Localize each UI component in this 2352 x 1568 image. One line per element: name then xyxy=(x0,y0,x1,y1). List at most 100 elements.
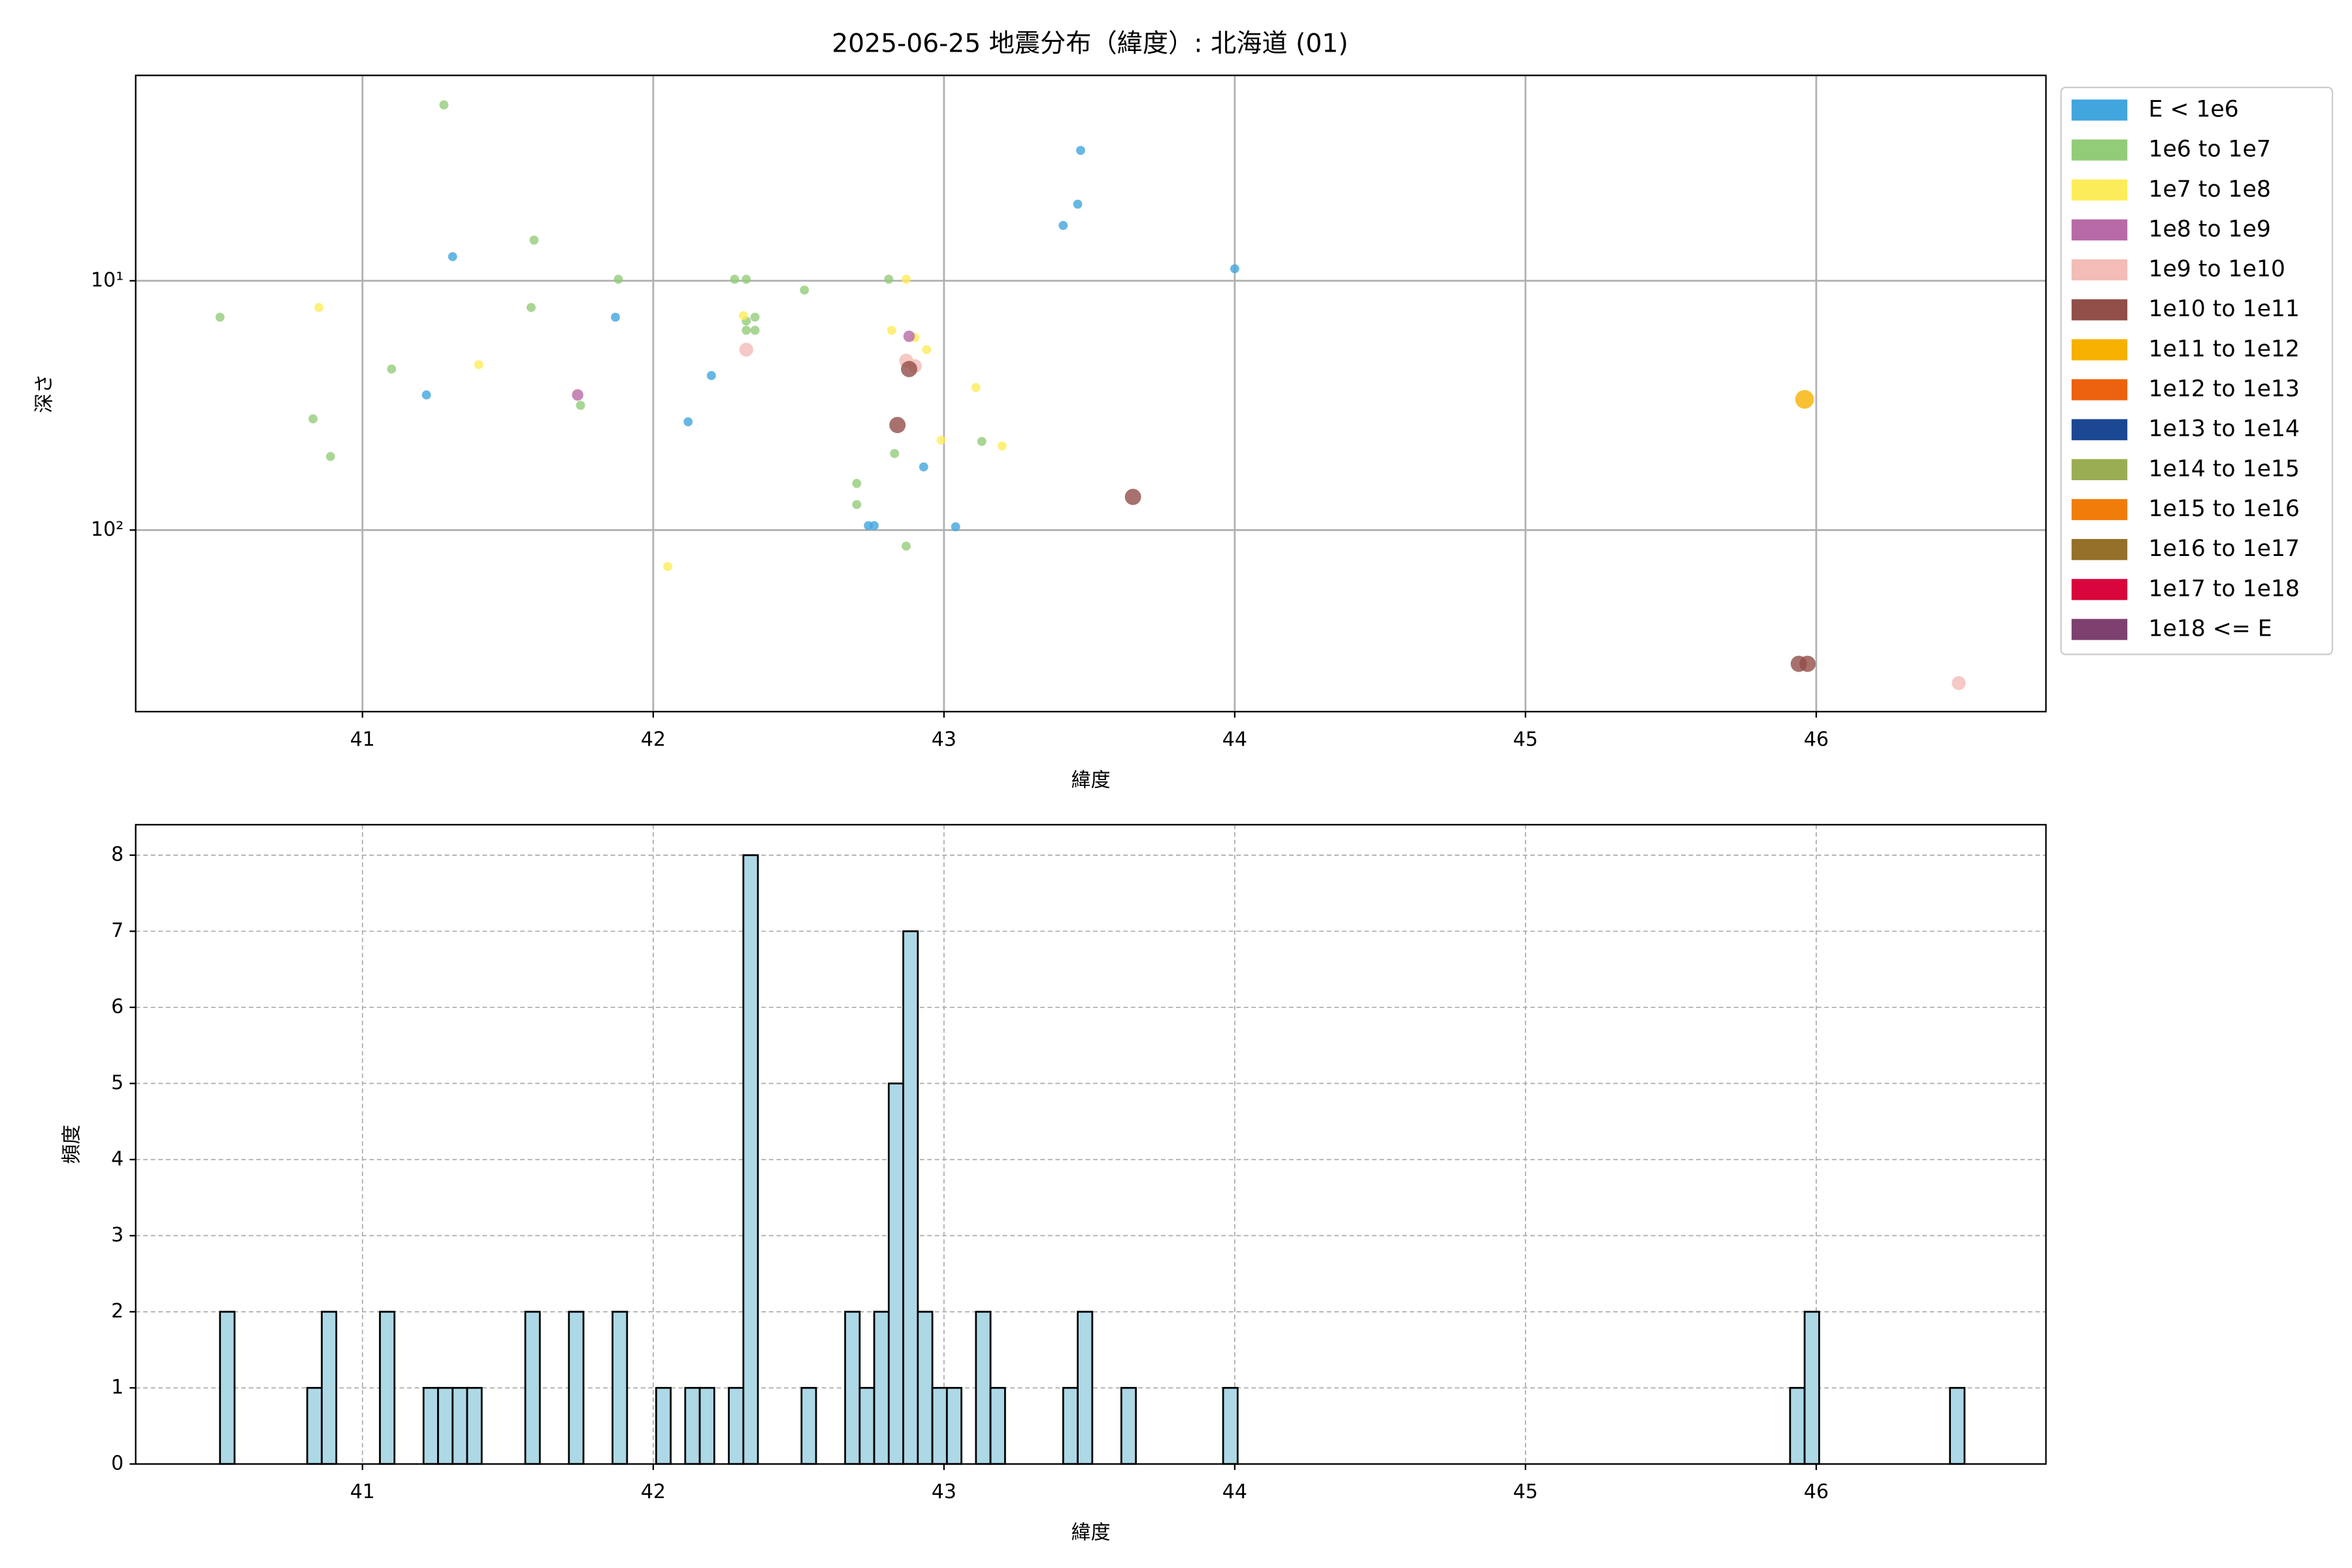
scatter-point xyxy=(572,389,583,401)
scatter-point xyxy=(730,274,740,284)
chart-title: 2025-06-25 地震分布（緯度）: 北海道 (01) xyxy=(832,29,1348,59)
y-tick-label: 1 xyxy=(111,1376,123,1399)
legend-swatch xyxy=(2071,339,2128,361)
legend: E < 1e6 1e6 to 1e7 1e7 to 1e8 1e8 to 1e9 1e9… xyxy=(2060,86,2334,655)
scatter-point xyxy=(887,325,896,335)
legend-label: 1e13 to 1e14 xyxy=(2148,416,2299,442)
histogram-bar xyxy=(1222,1386,1239,1465)
legend-label: 1e16 to 1e17 xyxy=(2148,536,2299,562)
histogram-bar xyxy=(306,1386,323,1465)
scatter-point xyxy=(1952,676,1966,691)
histogram-bar xyxy=(902,930,919,1465)
legend-label: 1e12 to 1e13 xyxy=(2148,376,2299,402)
scatter-point xyxy=(750,325,760,335)
scatter-point xyxy=(742,325,751,335)
histogram-bar xyxy=(945,1386,962,1465)
legend-swatch xyxy=(2071,419,2128,440)
histogram-bar xyxy=(437,1386,454,1465)
plot-frame xyxy=(135,824,2047,1465)
scatter-point xyxy=(308,414,318,424)
histogram-bar xyxy=(873,1311,890,1465)
x-tick-label: 41 xyxy=(350,1480,375,1503)
scatter-point xyxy=(742,274,751,284)
scatter-point xyxy=(902,541,911,551)
x-tick-label: 45 xyxy=(1513,1480,1538,1503)
legend-label: 1e6 to 1e7 xyxy=(2148,137,2270,163)
scatter-point xyxy=(1230,264,1239,274)
legend-swatch xyxy=(2071,539,2128,561)
y-axis-label: 深さ xyxy=(33,374,56,413)
scatter-point xyxy=(215,312,225,322)
histogram-bar xyxy=(524,1311,541,1465)
histogram-bar xyxy=(451,1386,468,1465)
scatter-point xyxy=(1799,655,1816,672)
histogram-bar xyxy=(931,1386,948,1465)
scatter-point xyxy=(527,302,536,312)
scatter-point xyxy=(922,345,932,355)
histogram-bar xyxy=(742,854,759,1465)
scatter-point xyxy=(314,302,323,312)
scatter-point xyxy=(613,274,623,284)
scatter-point xyxy=(474,360,483,370)
histogram-bar xyxy=(1120,1386,1137,1465)
histogram-bar xyxy=(698,1386,715,1465)
scatter-point xyxy=(971,383,981,393)
histogram-bar xyxy=(219,1311,236,1465)
scatter-point xyxy=(1124,489,1141,505)
x-tick-label: 42 xyxy=(641,1480,666,1503)
scatter-point xyxy=(889,417,906,434)
y-tick-label: 5 xyxy=(111,1071,123,1094)
scatter-point xyxy=(448,252,457,261)
scatter-point xyxy=(750,312,760,322)
histogram-bar xyxy=(379,1311,396,1465)
legend-swatch xyxy=(2071,299,2128,321)
y-tick-label: 6 xyxy=(111,995,123,1018)
x-tick-label: 44 xyxy=(1222,728,1247,751)
x-tick-label: 46 xyxy=(1804,728,1829,751)
y-tick-label: 10² xyxy=(91,518,123,541)
scatter-point xyxy=(852,479,862,488)
scatter-point xyxy=(739,342,753,357)
scatter-point xyxy=(997,441,1007,451)
scatter-point xyxy=(738,311,748,321)
y-tick-label: 8 xyxy=(111,843,123,866)
scatter-point xyxy=(902,274,911,284)
x-tick-label: 46 xyxy=(1804,1480,1829,1503)
histogram-bar xyxy=(728,1386,745,1465)
y-axis-label: 頻度 xyxy=(60,1125,83,1164)
scatter-point xyxy=(884,274,894,284)
x-tick-label: 43 xyxy=(932,1480,956,1503)
legend-label: 1e11 to 1e12 xyxy=(2148,336,2299,362)
y-tick-label: 3 xyxy=(111,1224,123,1247)
scatter-point xyxy=(611,312,620,322)
histogram-bar xyxy=(655,1386,672,1465)
histogram-bar xyxy=(466,1386,483,1465)
scatter-point xyxy=(903,330,915,342)
histogram-bar xyxy=(1949,1386,1966,1465)
legend-label: 1e10 to 1e11 xyxy=(2148,296,2299,322)
scatter-point xyxy=(706,370,716,380)
x-tick-label: 42 xyxy=(641,728,666,751)
histogram-bar xyxy=(887,1082,904,1465)
x-axis-label: 緯度 xyxy=(1071,769,1111,792)
scatter-point xyxy=(1073,199,1083,209)
x-tick-label: 43 xyxy=(932,728,956,751)
histogram-bar xyxy=(989,1386,1006,1465)
legend-label: 1e18 <= E xyxy=(2148,615,2272,642)
scatter-point xyxy=(977,436,987,446)
scatter-point xyxy=(421,390,431,400)
legend-swatch xyxy=(2071,459,2128,480)
histogram-bar xyxy=(612,1311,629,1465)
y-tick-label: 2 xyxy=(111,1299,123,1322)
plot-frame xyxy=(135,74,2047,713)
histogram-bar xyxy=(321,1311,338,1465)
y-tick-label: 10¹ xyxy=(91,269,123,291)
histogram-bar xyxy=(1077,1311,1094,1465)
legend-label: E < 1e6 xyxy=(2148,96,2238,122)
legend-swatch xyxy=(2071,579,2128,600)
y-tick-label: 0 xyxy=(111,1452,123,1475)
histogram-bar xyxy=(917,1311,934,1465)
x-tick-label: 44 xyxy=(1222,1480,1247,1503)
scatter-point xyxy=(529,235,539,245)
scatter-point xyxy=(387,364,397,374)
